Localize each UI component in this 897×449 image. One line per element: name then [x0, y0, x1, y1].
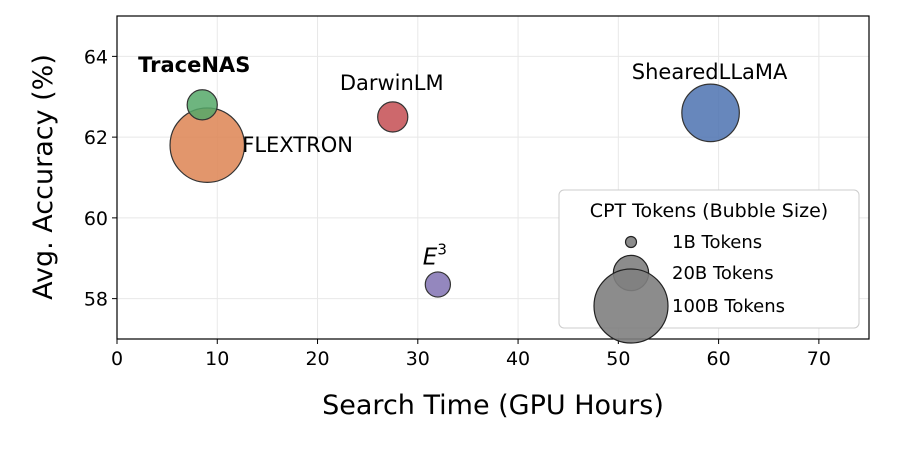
- x-tick-label: 0: [111, 348, 123, 370]
- legend-entry-label: 20B Tokens: [672, 263, 774, 284]
- legend-entry-label: 100B Tokens: [672, 296, 785, 317]
- x-axis-label: Search Time (GPU Hours): [322, 390, 664, 421]
- bubble-e3: [424, 271, 452, 298]
- y-tick-label: 62: [84, 127, 108, 149]
- legend-title: CPT Tokens (Bubble Size): [590, 200, 828, 222]
- point-labels: TraceNAS FLEXTRON DarwinLM ShearedLLaMA E3: [138, 53, 788, 271]
- x-tick-label: 60: [707, 348, 731, 370]
- y-axis: 58 60 62 64: [84, 46, 117, 311]
- plot-area: [116, 15, 870, 340]
- y-tick-label: 58: [84, 289, 108, 311]
- label-flextron: FLEXTRON: [242, 133, 353, 157]
- x-tick-label: 70: [807, 348, 831, 370]
- label-shearedllama: ShearedLLaMA: [632, 60, 788, 84]
- y-axis-label: Avg. Accuracy (%): [28, 54, 59, 300]
- legend: CPT Tokens (Bubble Size) 1B Tokens 20B To…: [558, 189, 860, 344]
- bubble-darwinlm: [377, 101, 409, 133]
- data-points: [169, 83, 740, 298]
- x-tick-label: 10: [205, 348, 229, 370]
- legend-entry-label: 1B Tokens: [672, 232, 762, 253]
- label-tracenas: TraceNAS: [138, 53, 250, 77]
- bubble-tracenas: [186, 89, 218, 121]
- bubble-shearedllama: [681, 83, 740, 143]
- legend-marker: [624, 235, 638, 249]
- x-axis: 0 10 20 30 40 50 60 70: [111, 339, 831, 370]
- x-tick-label: 30: [406, 348, 430, 370]
- y-tick-label: 60: [84, 208, 108, 230]
- y-tick-label: 64: [84, 46, 108, 68]
- x-tick-label: 50: [606, 348, 630, 370]
- label-darwinlm: DarwinLM: [340, 71, 444, 95]
- x-tick-label: 40: [506, 348, 530, 370]
- legend-entries: 1B Tokens 20B Tokens 100B Tokens: [593, 232, 785, 344]
- legend-marker: [593, 268, 669, 344]
- x-tick-label: 20: [305, 348, 329, 370]
- label-e3: E3: [423, 240, 447, 270]
